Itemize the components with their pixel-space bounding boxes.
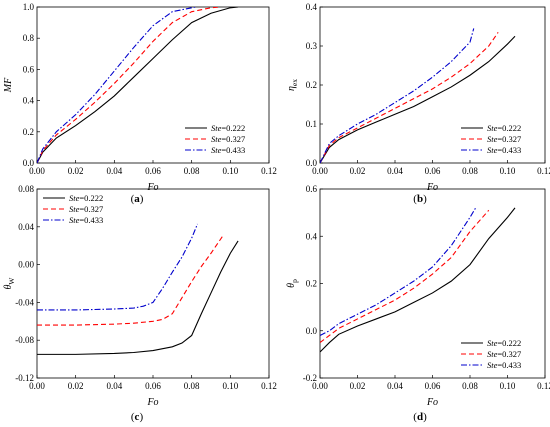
- x-tick-label: 0.10: [222, 166, 238, 176]
- y-tick-label: 0.8: [23, 33, 35, 43]
- legend-label: Ste=0.433: [211, 145, 245, 155]
- y-tick-label: -0.08: [15, 335, 34, 345]
- y-tick-label: 0.04: [18, 222, 34, 232]
- panel-label: (a): [131, 193, 144, 205]
- y-tick-label: 0.0: [306, 326, 318, 336]
- x-tick-label: 0.12: [537, 381, 550, 391]
- x-tick-label: 0.10: [222, 381, 238, 391]
- x-tick-label: 0.04: [106, 166, 122, 176]
- series-line-1: [320, 207, 516, 353]
- x-axis-label: Fo: [426, 397, 438, 408]
- y-axis-label: θp: [286, 279, 299, 288]
- y-tick-label: 0.3: [306, 41, 318, 51]
- x-tick-label: 0.06: [145, 166, 161, 176]
- series-line-3: [320, 207, 477, 336]
- x-tick-label: 0.12: [537, 166, 550, 176]
- legend-label: Ste=0.222: [487, 338, 521, 348]
- x-tick-label: 0.00: [312, 381, 328, 391]
- x-tick-label: 0.00: [29, 166, 45, 176]
- legend-label: Ste=0.327: [487, 134, 521, 144]
- series-line-2: [37, 7, 221, 163]
- y-tick-label: 0.4: [306, 2, 318, 12]
- series-line-3: [37, 223, 198, 311]
- y-tick-label: 0.2: [306, 80, 317, 90]
- x-tick-label: 0.04: [106, 381, 122, 391]
- x-tick-label: 0.06: [145, 381, 161, 391]
- panel-label: (d): [413, 411, 427, 423]
- legend-label: Ste=0.327: [487, 349, 521, 359]
- x-tick-label: 0.08: [184, 166, 200, 176]
- series-line-1: [320, 35, 516, 163]
- y-tick-label: 1.0: [23, 2, 35, 12]
- y-axis-label: ηex: [286, 79, 299, 91]
- x-tick-label: 0.02: [68, 381, 84, 391]
- series-line-1: [37, 7, 239, 163]
- y-tick-label: 0.4: [23, 96, 35, 106]
- legend-label: Ste=0.433: [487, 360, 521, 370]
- x-tick-label: 0.08: [462, 166, 478, 176]
- x-tick-label: 0.12: [261, 381, 277, 391]
- y-tick-label: 0.6: [306, 184, 318, 194]
- y-tick-label: -0.04: [15, 297, 34, 307]
- legend-label: Ste=0.433: [487, 145, 521, 155]
- x-tick-label: 0.00: [312, 166, 328, 176]
- x-axis-label: Fo: [146, 182, 158, 193]
- legend-label: Ste=0.222: [211, 123, 245, 133]
- x-tick-label: 0.06: [425, 166, 441, 176]
- y-tick-label: 0.4: [306, 231, 318, 241]
- legend-label: Ste=0.327: [211, 134, 245, 144]
- y-tick-label: 0.2: [23, 127, 34, 137]
- x-tick-label: 0.02: [350, 381, 366, 391]
- series-line-2: [37, 235, 224, 326]
- panel-label: (b): [413, 193, 427, 205]
- x-tick-label: 0.10: [500, 166, 516, 176]
- series-line-2: [320, 209, 490, 343]
- x-tick-label: 0.12: [261, 166, 277, 176]
- y-tick-label: 0.00: [18, 260, 34, 270]
- panel-a: 0.00 0.02 0.04 0.06 0.08 0.10 0.12 0.0 0.2 0.4 0.6…: [3, 2, 277, 205]
- panel-c: 0.00 0.02 0.04 0.06 0.08 0.10 0.12 -0.12 -0.08 -0…: [3, 184, 277, 423]
- y-tick-label: -0.12: [15, 373, 34, 383]
- x-axis-label: Fo: [426, 182, 438, 193]
- legend-label: Ste=0.433: [69, 215, 103, 225]
- x-tick-label: 0.00: [29, 381, 45, 391]
- y-axis-label: MF: [3, 77, 14, 93]
- y-tick-label: 0.2: [306, 279, 317, 289]
- x-tick-label: 0.04: [387, 381, 403, 391]
- y-tick-label: 0.0: [23, 158, 35, 168]
- legend-label: Ste=0.222: [69, 193, 103, 203]
- series-line-3: [320, 28, 475, 163]
- y-tick-label: 0.1: [306, 119, 317, 129]
- legend-label: Ste=0.327: [69, 204, 103, 214]
- x-tick-label: 0.06: [425, 381, 441, 391]
- series-line-1: [37, 240, 239, 355]
- x-tick-label: 0.10: [500, 381, 516, 391]
- panel-label: (c): [131, 411, 144, 423]
- y-tick-label: 0.6: [23, 64, 35, 74]
- y-tick-label: 0.0: [306, 158, 318, 168]
- x-tick-label: 0.08: [462, 381, 478, 391]
- y-tick-label: -0.2: [303, 373, 317, 383]
- series-line-3: [37, 7, 196, 163]
- panel-d: 0.00 0.02 0.04 0.06 0.08 0.10 0.12 -0.2 0.0 0.2 0.…: [286, 184, 550, 423]
- series-line-2: [320, 32, 499, 163]
- legend-label: Ste=0.222: [487, 123, 521, 133]
- x-tick-label: 0.04: [387, 166, 403, 176]
- x-tick-label: 0.02: [350, 166, 366, 176]
- x-tick-label: 0.02: [68, 166, 84, 176]
- x-axis-label: Fo: [146, 397, 158, 408]
- y-axis-label: θW: [3, 277, 16, 290]
- x-tick-label: 0.08: [184, 381, 200, 391]
- panel-b: 0.00 0.02 0.04 0.06 0.08 0.10 0.12 0.0 0.1 0.2 0.3…: [286, 2, 550, 205]
- y-tick-label: 0.08: [18, 184, 34, 194]
